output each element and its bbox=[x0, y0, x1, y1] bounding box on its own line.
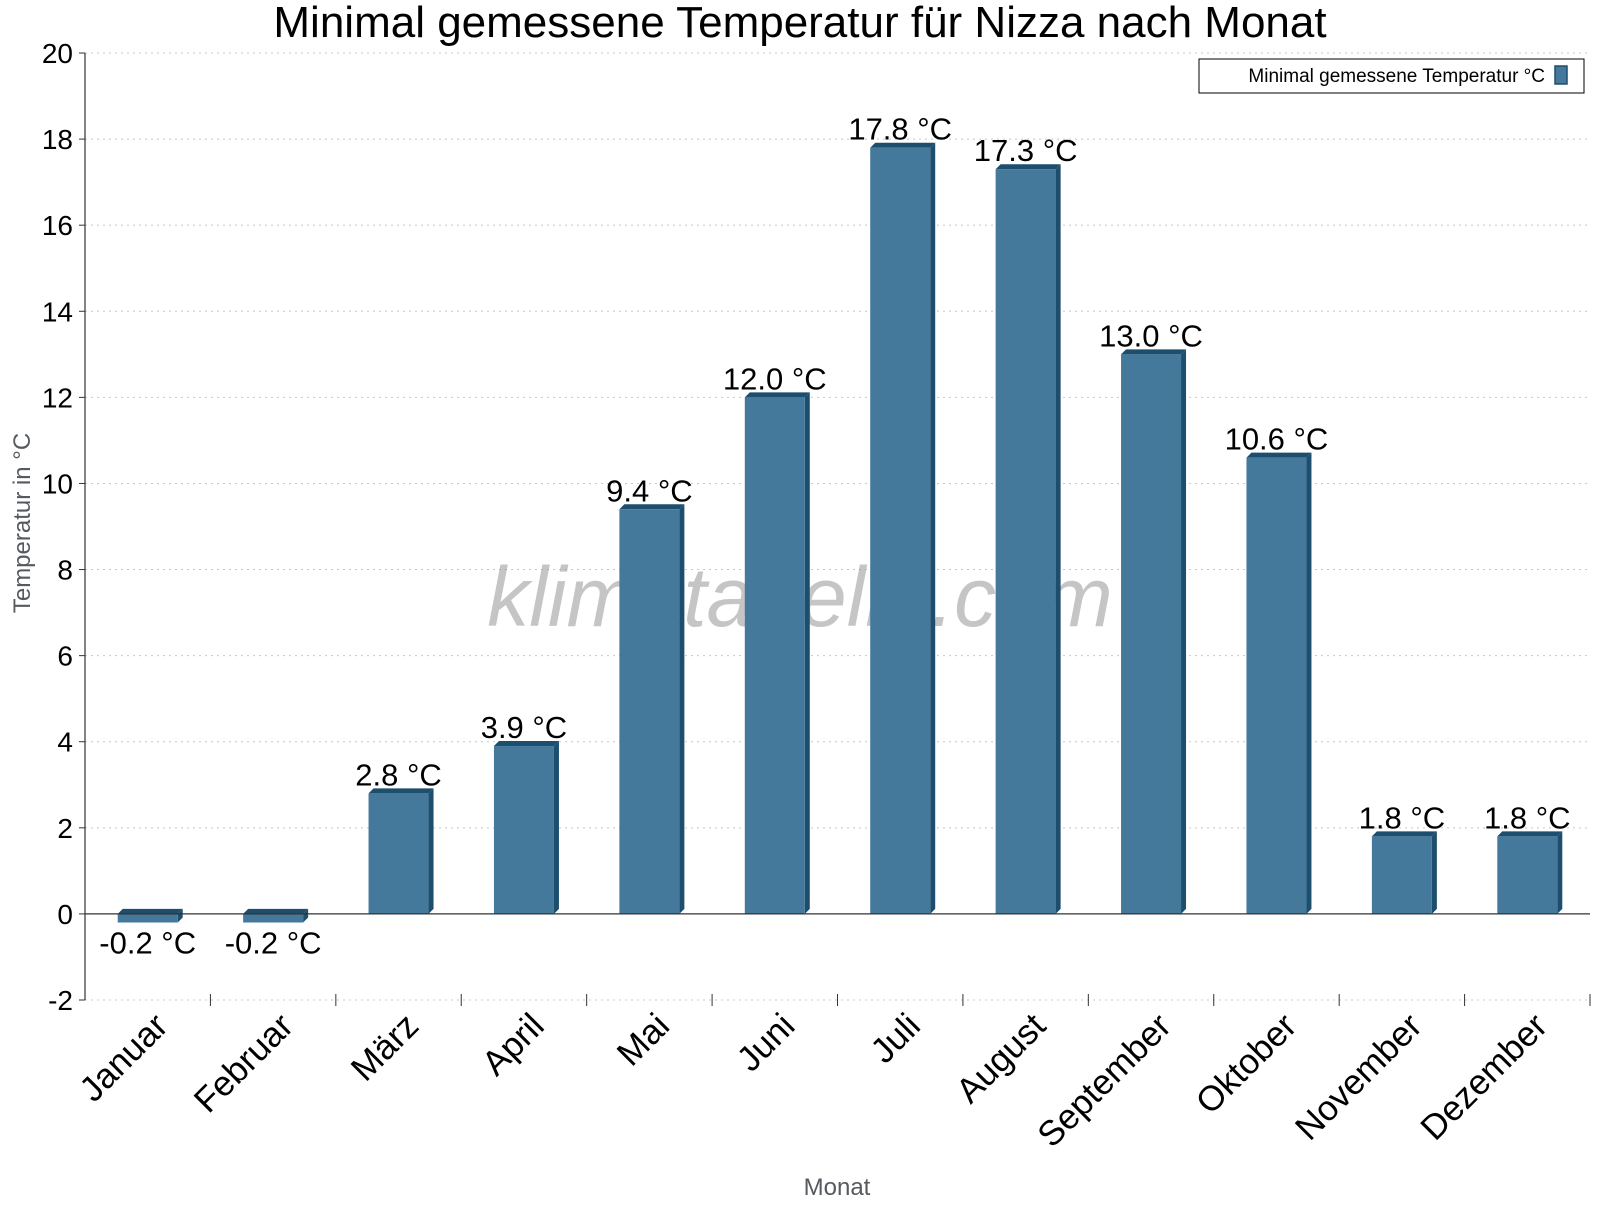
x-tick-label: Dezember bbox=[1413, 1006, 1555, 1148]
bar bbox=[1246, 457, 1307, 914]
y-tick-label: 4 bbox=[57, 727, 73, 758]
data-label: 12.0 °C bbox=[723, 361, 827, 396]
bar-side bbox=[1557, 831, 1563, 914]
legend-box bbox=[1198, 58, 1585, 94]
x-tick-label: Februar bbox=[187, 1006, 301, 1120]
x-tick-label: November bbox=[1288, 1006, 1430, 1148]
bar bbox=[368, 793, 429, 914]
y-tick-label: 12 bbox=[42, 382, 73, 413]
data-label: -0.2 °C bbox=[225, 926, 322, 961]
bar bbox=[995, 169, 1056, 914]
data-label: 2.8 °C bbox=[355, 757, 442, 792]
bar-side bbox=[177, 908, 183, 923]
legend-label: Minimal gemessene Temperatur °C bbox=[1248, 66, 1545, 87]
data-label: 13.0 °C bbox=[1099, 318, 1203, 353]
bar bbox=[1371, 836, 1432, 914]
bar bbox=[1121, 354, 1182, 914]
bar-side bbox=[1181, 349, 1187, 914]
bar bbox=[243, 913, 304, 923]
legend-swatch bbox=[1554, 65, 1568, 85]
bar-side bbox=[303, 908, 309, 923]
bar-side bbox=[1306, 452, 1312, 914]
x-tick-label: März bbox=[344, 1006, 427, 1089]
data-label: -0.2 °C bbox=[99, 926, 196, 961]
x-tick-label: Oktober bbox=[1189, 1006, 1305, 1122]
bar-side bbox=[1055, 164, 1061, 914]
x-tick-label: August bbox=[949, 1006, 1054, 1111]
bar-top bbox=[870, 142, 936, 148]
y-tick-label: 16 bbox=[42, 210, 73, 241]
x-tick-label: Juni bbox=[729, 1006, 802, 1079]
y-tick-label: 6 bbox=[57, 641, 73, 672]
bar bbox=[117, 913, 178, 923]
bar-top bbox=[1497, 831, 1563, 837]
y-tick-label: -2 bbox=[48, 985, 73, 1016]
y-tick-label: 0 bbox=[57, 899, 73, 930]
bar-side bbox=[679, 504, 685, 914]
x-tick-label: Juli bbox=[863, 1006, 928, 1071]
y-tick-label: 14 bbox=[42, 296, 73, 327]
y-axis-title: Temperatur in °C bbox=[9, 433, 36, 613]
bar bbox=[493, 746, 554, 914]
bar-side bbox=[804, 392, 810, 914]
y-tick-label: 18 bbox=[42, 124, 73, 155]
data-label: 9.4 °C bbox=[606, 473, 693, 508]
bar-side bbox=[428, 788, 434, 914]
data-label: 10.6 °C bbox=[1225, 422, 1329, 457]
bar bbox=[1497, 836, 1558, 914]
bar-top bbox=[368, 788, 434, 794]
bar-top bbox=[243, 908, 309, 914]
bar-top bbox=[744, 392, 810, 398]
data-label: 3.9 °C bbox=[481, 710, 568, 745]
x-tick-label: Januar bbox=[72, 1006, 175, 1109]
grid-layer bbox=[85, 52, 1590, 1001]
y-tick-label: 8 bbox=[57, 555, 73, 586]
bar-top bbox=[1371, 831, 1437, 837]
bar bbox=[619, 509, 680, 914]
data-label: 1.8 °C bbox=[1359, 800, 1446, 835]
data-label: 17.3 °C bbox=[974, 133, 1078, 168]
legend: Minimal gemessene Temperatur °C bbox=[1198, 58, 1585, 94]
bar-top bbox=[1121, 349, 1187, 355]
x-tick-label: April bbox=[475, 1006, 552, 1083]
x-tick-label: Mai bbox=[610, 1006, 677, 1073]
data-label: 1.8 °C bbox=[1484, 800, 1571, 835]
axes-layer bbox=[79, 52, 1591, 1006]
y-tick-label: 10 bbox=[42, 468, 73, 499]
y-tick-label: 2 bbox=[57, 813, 73, 844]
bar bbox=[870, 147, 931, 914]
bar-top bbox=[619, 504, 685, 510]
bar-side bbox=[1431, 831, 1437, 914]
x-axis-title: Monat bbox=[804, 1174, 871, 1200]
bar-side bbox=[930, 142, 936, 914]
bar-top bbox=[1246, 452, 1312, 458]
bar-top bbox=[493, 741, 559, 747]
bar-top bbox=[117, 908, 183, 914]
data-label: 17.8 °C bbox=[848, 112, 952, 147]
x-tick-label: September bbox=[1030, 1006, 1179, 1155]
bar-side bbox=[553, 741, 559, 914]
bar bbox=[744, 397, 805, 914]
chart-title: Minimal gemessene Temperatur für Nizza n… bbox=[273, 0, 1326, 47]
bars-layer bbox=[117, 142, 1563, 923]
y-tick-label: 20 bbox=[42, 38, 73, 69]
bar-top bbox=[995, 164, 1061, 170]
